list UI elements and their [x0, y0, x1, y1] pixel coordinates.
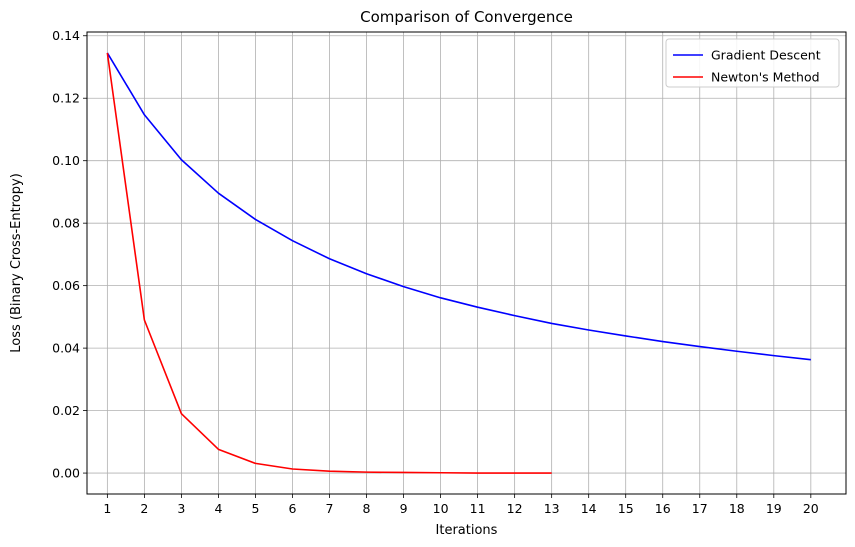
x-tick-label: 1 [103, 501, 111, 516]
x-tick-label: 4 [214, 501, 222, 516]
y-tick-label: 0.02 [52, 403, 80, 418]
y-tick-label: 0.12 [52, 91, 80, 106]
x-tick-label: 16 [655, 501, 671, 516]
x-tick-label: 5 [251, 501, 259, 516]
plot-frame [86, 31, 847, 495]
y-tick-label: 0.04 [52, 341, 80, 356]
gradient-descent-line [106, 52, 811, 361]
y-tick-label: 0.06 [52, 278, 80, 293]
x-tick-label: 13 [544, 501, 560, 516]
chart-title: Comparison of Convergence [360, 8, 573, 26]
y-tick-label: 0.14 [52, 28, 80, 43]
x-tick-label: 3 [177, 501, 185, 516]
x-tick-label: 14 [581, 501, 597, 516]
y-ticks: 0.00 0.02 0.04 0.06 0.08 0.10 0.12 0.14 [52, 28, 87, 481]
series-lines [106, 52, 811, 474]
x-tick-label: 6 [289, 501, 297, 516]
y-tick-label: 0.10 [52, 153, 80, 168]
legend-box [665, 38, 840, 88]
x-axis-label: Iterations [436, 523, 498, 538]
legend-label-gradient-descent: Gradient Descent [711, 48, 821, 63]
x-tick-label: 15 [618, 501, 634, 516]
x-ticks: 1 2 3 4 5 6 7 8 9 10 11 12 13 14 15 16 17 18 19 20 [103, 494, 819, 516]
x-tick-label: 7 [326, 501, 334, 516]
x-tick-label: 9 [400, 501, 408, 516]
x-tick-label: 11 [470, 501, 486, 516]
x-tick-label: 8 [363, 501, 371, 516]
x-tick-label: 18 [729, 501, 745, 516]
x-tick-label: 12 [507, 501, 523, 516]
y-axis-label: Loss (Binary Cross-Entropy) [9, 173, 24, 353]
grid [87, 32, 846, 494]
legend-label-newton-s-method: Newton's Method [711, 70, 820, 85]
x-tick-label: 10 [433, 501, 449, 516]
x-tick-label: 2 [140, 501, 148, 516]
newton-s-method-line [106, 52, 552, 474]
x-tick-label: 17 [692, 501, 708, 516]
x-tick-label: 20 [803, 501, 819, 516]
legend: Gradient Descent Newton's Method [665, 38, 840, 88]
y-tick-label: 0.08 [52, 216, 80, 231]
y-tick-label: 0.00 [52, 466, 80, 481]
x-tick-label: 19 [766, 501, 782, 516]
